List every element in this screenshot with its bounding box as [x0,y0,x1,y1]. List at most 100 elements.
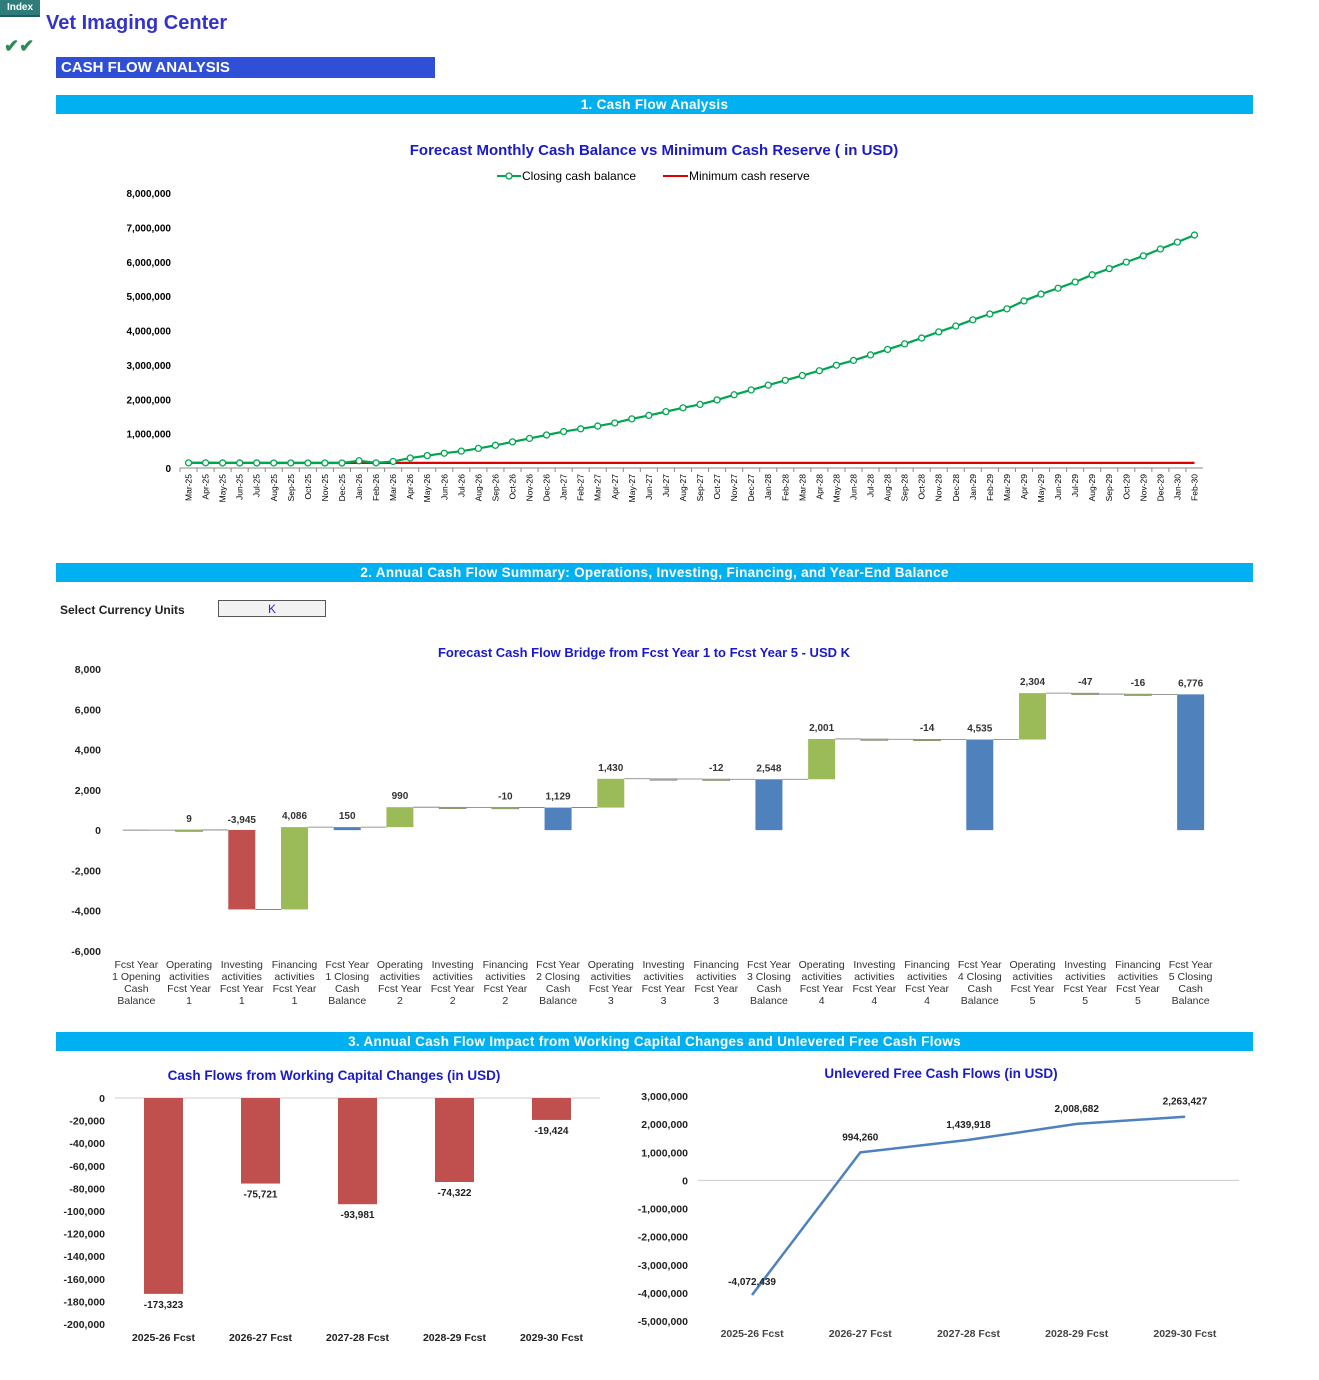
closing-point [952,322,960,330]
bridge-bar [597,778,625,808]
x-tick-label: Balance [117,995,155,1007]
x-tick-label: Jan-30 [1172,474,1182,500]
closing-point [832,361,841,369]
closing-point [798,371,806,380]
x-tick-label: 1 [239,995,245,1007]
bridge-bar [702,778,730,781]
y-tick-label: 0 [95,825,101,837]
bridge-bar [649,778,678,781]
y-tick-label: 5,000,000 [127,292,172,303]
closing-point [969,316,977,324]
x-tick-label: Balance [961,995,999,1007]
x-tick-label: 2 Closing [536,971,580,983]
x-tick-label: Fcst Year [536,959,580,971]
x-tick-label: Jan-27 [559,474,569,500]
y-tick-label: 2,000,000 [641,1119,688,1131]
x-tick-label: activities [643,971,683,983]
x-tick-label: Jul-26 [456,474,466,497]
bridge-data-label: -10 [498,791,513,802]
x-tick-label: activities [274,971,314,983]
y-tick-label: -20,000 [69,1116,105,1128]
x-tick-label: Fcst Year [958,959,1002,971]
bridge-data-label: 4,535 [967,724,992,735]
closing-point [355,457,363,465]
closing-point [253,459,261,467]
closing-point [628,415,636,423]
closing-point [1173,238,1182,246]
x-tick-label: Fcst Year [325,959,369,971]
x-tick-label: Operating [588,959,634,971]
x-tick-label: Nov-29 [1138,474,1148,502]
x-tick-label: Balance [1172,995,1210,1007]
section-title: CASH FLOW ANALYSIS [56,57,435,78]
closing-point [491,441,500,449]
wc-bar [435,1098,474,1182]
x-tick-label: Aug-29 [1087,474,1097,502]
bridge-bar [913,738,941,741]
closing-point [1139,252,1147,260]
x-tick-label: Oct-28 [917,474,927,500]
x-tick-label: activities [222,971,262,983]
x-tick-label: activities [591,971,631,983]
x-tick-label: activities [1118,971,1158,983]
index-button[interactable]: Index [0,0,40,17]
x-tick-label: 2028-29 Fcst [1045,1328,1109,1340]
legend-label-min: Minimum cash reserve [689,169,810,183]
bridge-data-label: -47 [1078,677,1093,688]
currency-select[interactable]: K [218,600,326,617]
closing-point [389,457,397,466]
chart-title: Unlevered Free Cash Flows (in USD) [824,1066,1057,1081]
x-tick-label: Investing [1064,959,1106,971]
x-tick-label: Feb-26 [371,474,381,501]
closing-point [918,334,926,342]
x-tick-label: Fcst Year [642,983,686,995]
y-tick-label: 1,000,000 [127,430,172,441]
band-wc-fcf: 3. Annual Cash Flow Impact from Working … [56,1032,1253,1051]
closing-point [236,459,244,467]
x-tick-label: Aug-27 [678,474,688,502]
bridge-data-label: 4,086 [282,811,307,822]
x-tick-label: activities [433,971,473,983]
fcf-point [1184,1116,1186,1118]
wc-bar [338,1098,377,1205]
closing-point [321,459,329,467]
closing-point [900,340,909,348]
closing-point [883,345,892,354]
x-tick-label: Nov-26 [525,474,535,502]
x-tick-label: 2028-29 Fcst [423,1332,487,1344]
x-tick-label: 2026-27 Fcst [229,1332,293,1344]
x-tick-label: Apr-25 [201,474,211,500]
x-tick-label: Mar-27 [593,474,603,501]
closing-point [1105,264,1113,273]
bridge-bar [228,829,256,910]
x-tick-label: 3 [661,995,667,1007]
bridge-data-label: 150 [339,811,356,822]
legend-label-closing: Closing cash balance [522,169,636,183]
bridge-bar [386,807,414,828]
x-tick-label: 5 [1082,995,1088,1007]
x-tick-label: Cash [546,983,571,995]
x-tick-label: 4 [819,995,825,1007]
closing-point [474,444,483,453]
y-tick-label: -160,000 [64,1274,106,1286]
x-tick-label: Feb-28 [780,474,790,501]
x-tick-label: Jul-27 [661,474,671,497]
band-cash-flow-analysis: 1. Cash Flow Analysis [56,95,1253,114]
currency-label: Select Currency Units [60,603,185,617]
x-tick-label: Dec-27 [746,474,756,502]
y-tick-label: 0 [682,1175,688,1187]
x-tick-label: Oct-25 [303,474,313,500]
closing-point [662,407,670,416]
bridge-data-label: 2,304 [1020,677,1045,688]
x-tick-label: May-26 [422,474,432,503]
x-tick-label: Apr-26 [405,474,415,500]
bridge-data-label: 990 [392,791,409,802]
x-tick-label: Sep-28 [900,474,910,502]
closing-point [747,386,755,394]
closing-point [1190,231,1199,239]
closing-point [1071,278,1079,286]
x-tick-label: Fcst Year [1169,959,1213,971]
closing-point [372,459,380,467]
closing-point [406,454,414,462]
x-tick-label: Investing [432,959,474,971]
